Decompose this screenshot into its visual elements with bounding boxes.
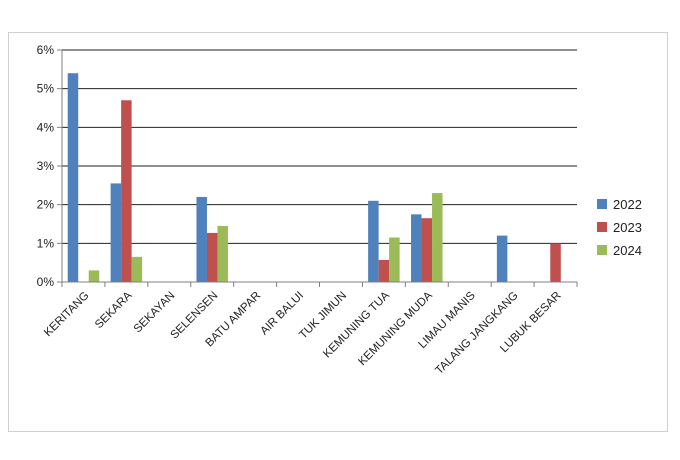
bar bbox=[121, 100, 132, 283]
x-tick-label: KEMUNING MUDA bbox=[356, 289, 435, 368]
legend-swatch bbox=[597, 245, 607, 255]
legend-swatch bbox=[597, 222, 607, 232]
x-tick-label: TALANG JANGKANG bbox=[433, 290, 520, 377]
y-tick-label: 5% bbox=[37, 82, 55, 96]
legend-swatch bbox=[597, 199, 607, 209]
bar bbox=[378, 259, 390, 282]
x-tick-label: KERITANG bbox=[42, 290, 91, 339]
y-tick-label: 4% bbox=[37, 120, 55, 134]
x-tick-label: SEKARA bbox=[93, 289, 135, 331]
bar bbox=[421, 218, 433, 282]
bar bbox=[131, 256, 143, 282]
legend-label: 2024 bbox=[613, 243, 642, 258]
y-tick-label: 6% bbox=[37, 43, 55, 57]
bar bbox=[496, 235, 508, 282]
y-tick-label: 2% bbox=[37, 198, 55, 212]
y-tick-label: 1% bbox=[37, 236, 55, 250]
bar bbox=[550, 243, 561, 282]
x-tick-label: SEKAYAN bbox=[132, 290, 178, 336]
bar bbox=[217, 225, 228, 282]
legend-label: 2023 bbox=[613, 220, 642, 235]
bar bbox=[432, 193, 443, 282]
y-axis-ticks: 0% 1% 2% 3% 4% 5% 6% bbox=[37, 43, 62, 289]
axes bbox=[61, 50, 578, 287]
bar bbox=[110, 183, 122, 282]
bar bbox=[67, 73, 79, 282]
bar bbox=[368, 200, 379, 282]
bar bbox=[196, 196, 207, 282]
bar bbox=[411, 214, 422, 282]
y-tick-label: 3% bbox=[37, 159, 55, 173]
bar bbox=[389, 237, 400, 282]
legend: 2022 2023 2024 bbox=[597, 197, 642, 258]
bar bbox=[206, 232, 218, 282]
bars bbox=[67, 73, 561, 283]
y-tick-label: 0% bbox=[37, 275, 55, 289]
legend-label: 2022 bbox=[613, 197, 642, 212]
bar bbox=[88, 270, 100, 282]
